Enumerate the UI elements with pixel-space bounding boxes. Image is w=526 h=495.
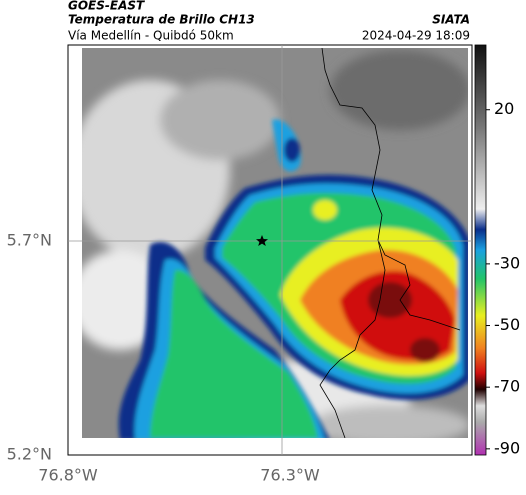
colorbar-ticks: 20 -30 -50 -70 -90	[486, 99, 520, 457]
lon-label: 76.8°W	[38, 466, 98, 485]
colorbar	[474, 44, 487, 456]
source: SIATA	[432, 13, 470, 27]
route: Vía Medellín - Quibdó 50km	[68, 29, 234, 43]
lon-label: 76.3°W	[260, 466, 320, 485]
colorbar-label: -50	[494, 315, 520, 334]
lat-label: 5.2°N	[7, 445, 52, 464]
lat-label: 5.7°N	[7, 231, 52, 250]
colorbar-label: -30	[494, 253, 520, 272]
colorbar-label: -90	[494, 438, 520, 457]
timestamp: 2024-04-29 18:09	[362, 29, 470, 43]
colorbar-label: -70	[494, 377, 520, 396]
product: Temperatura de Brillo CH13	[68, 13, 255, 27]
location-star	[256, 235, 268, 246]
colorbar-label: 20	[494, 99, 514, 118]
imagery	[82, 48, 468, 438]
satellite: GOES-EAST	[68, 0, 145, 13]
